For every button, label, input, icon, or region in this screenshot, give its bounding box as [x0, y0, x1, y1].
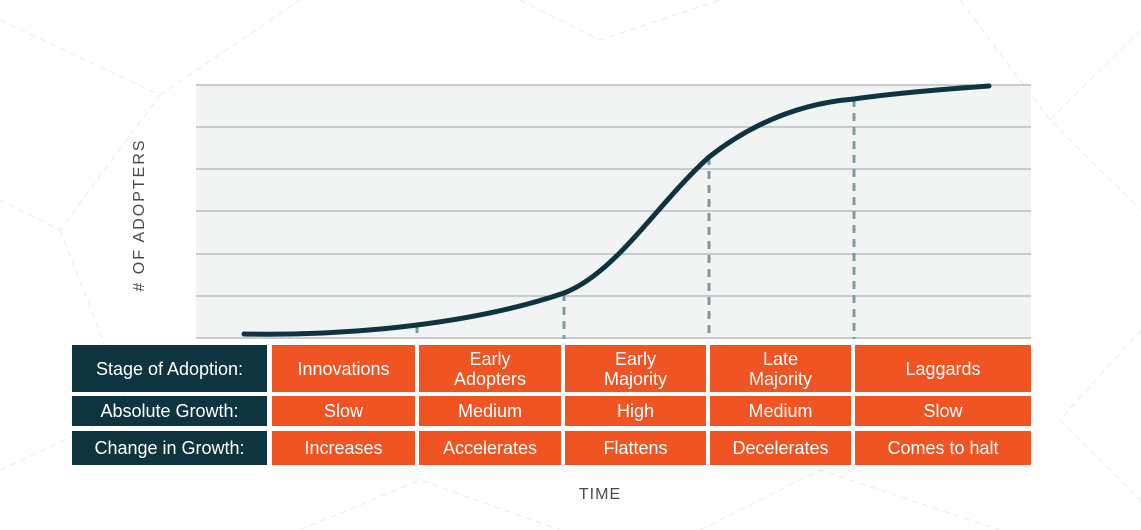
table-cell: Innovations	[272, 345, 415, 392]
table-cell: Early Majority	[565, 345, 706, 392]
table-cell: Flattens	[565, 431, 706, 465]
row-header: Change in Growth:	[72, 431, 267, 465]
table-cell: Late Majority	[710, 345, 851, 392]
table-cell: Increases	[272, 431, 415, 465]
table-cell: Slow	[855, 396, 1031, 426]
table-cell: High	[565, 396, 706, 426]
adoption-curve-chart	[196, 83, 1031, 339]
table-cell: Early Adopters	[419, 345, 561, 392]
adoption-s-curve	[241, 83, 992, 337]
row-header: Absolute Growth:	[72, 396, 267, 426]
table-cell: Laggards	[855, 345, 1031, 392]
row-header: Stage of Adoption:	[72, 345, 267, 392]
table-cell: Accelerates	[419, 431, 561, 465]
y-axis-label: # OF ADOPTERS	[131, 138, 148, 292]
table-cell: Medium	[710, 396, 851, 426]
table-cell: Slow	[272, 396, 415, 426]
table-cell: Medium	[419, 396, 561, 426]
x-axis-label: TIME	[578, 486, 622, 503]
table-cell: Decelerates	[710, 431, 851, 465]
table-cell: Comes to halt	[855, 431, 1031, 465]
